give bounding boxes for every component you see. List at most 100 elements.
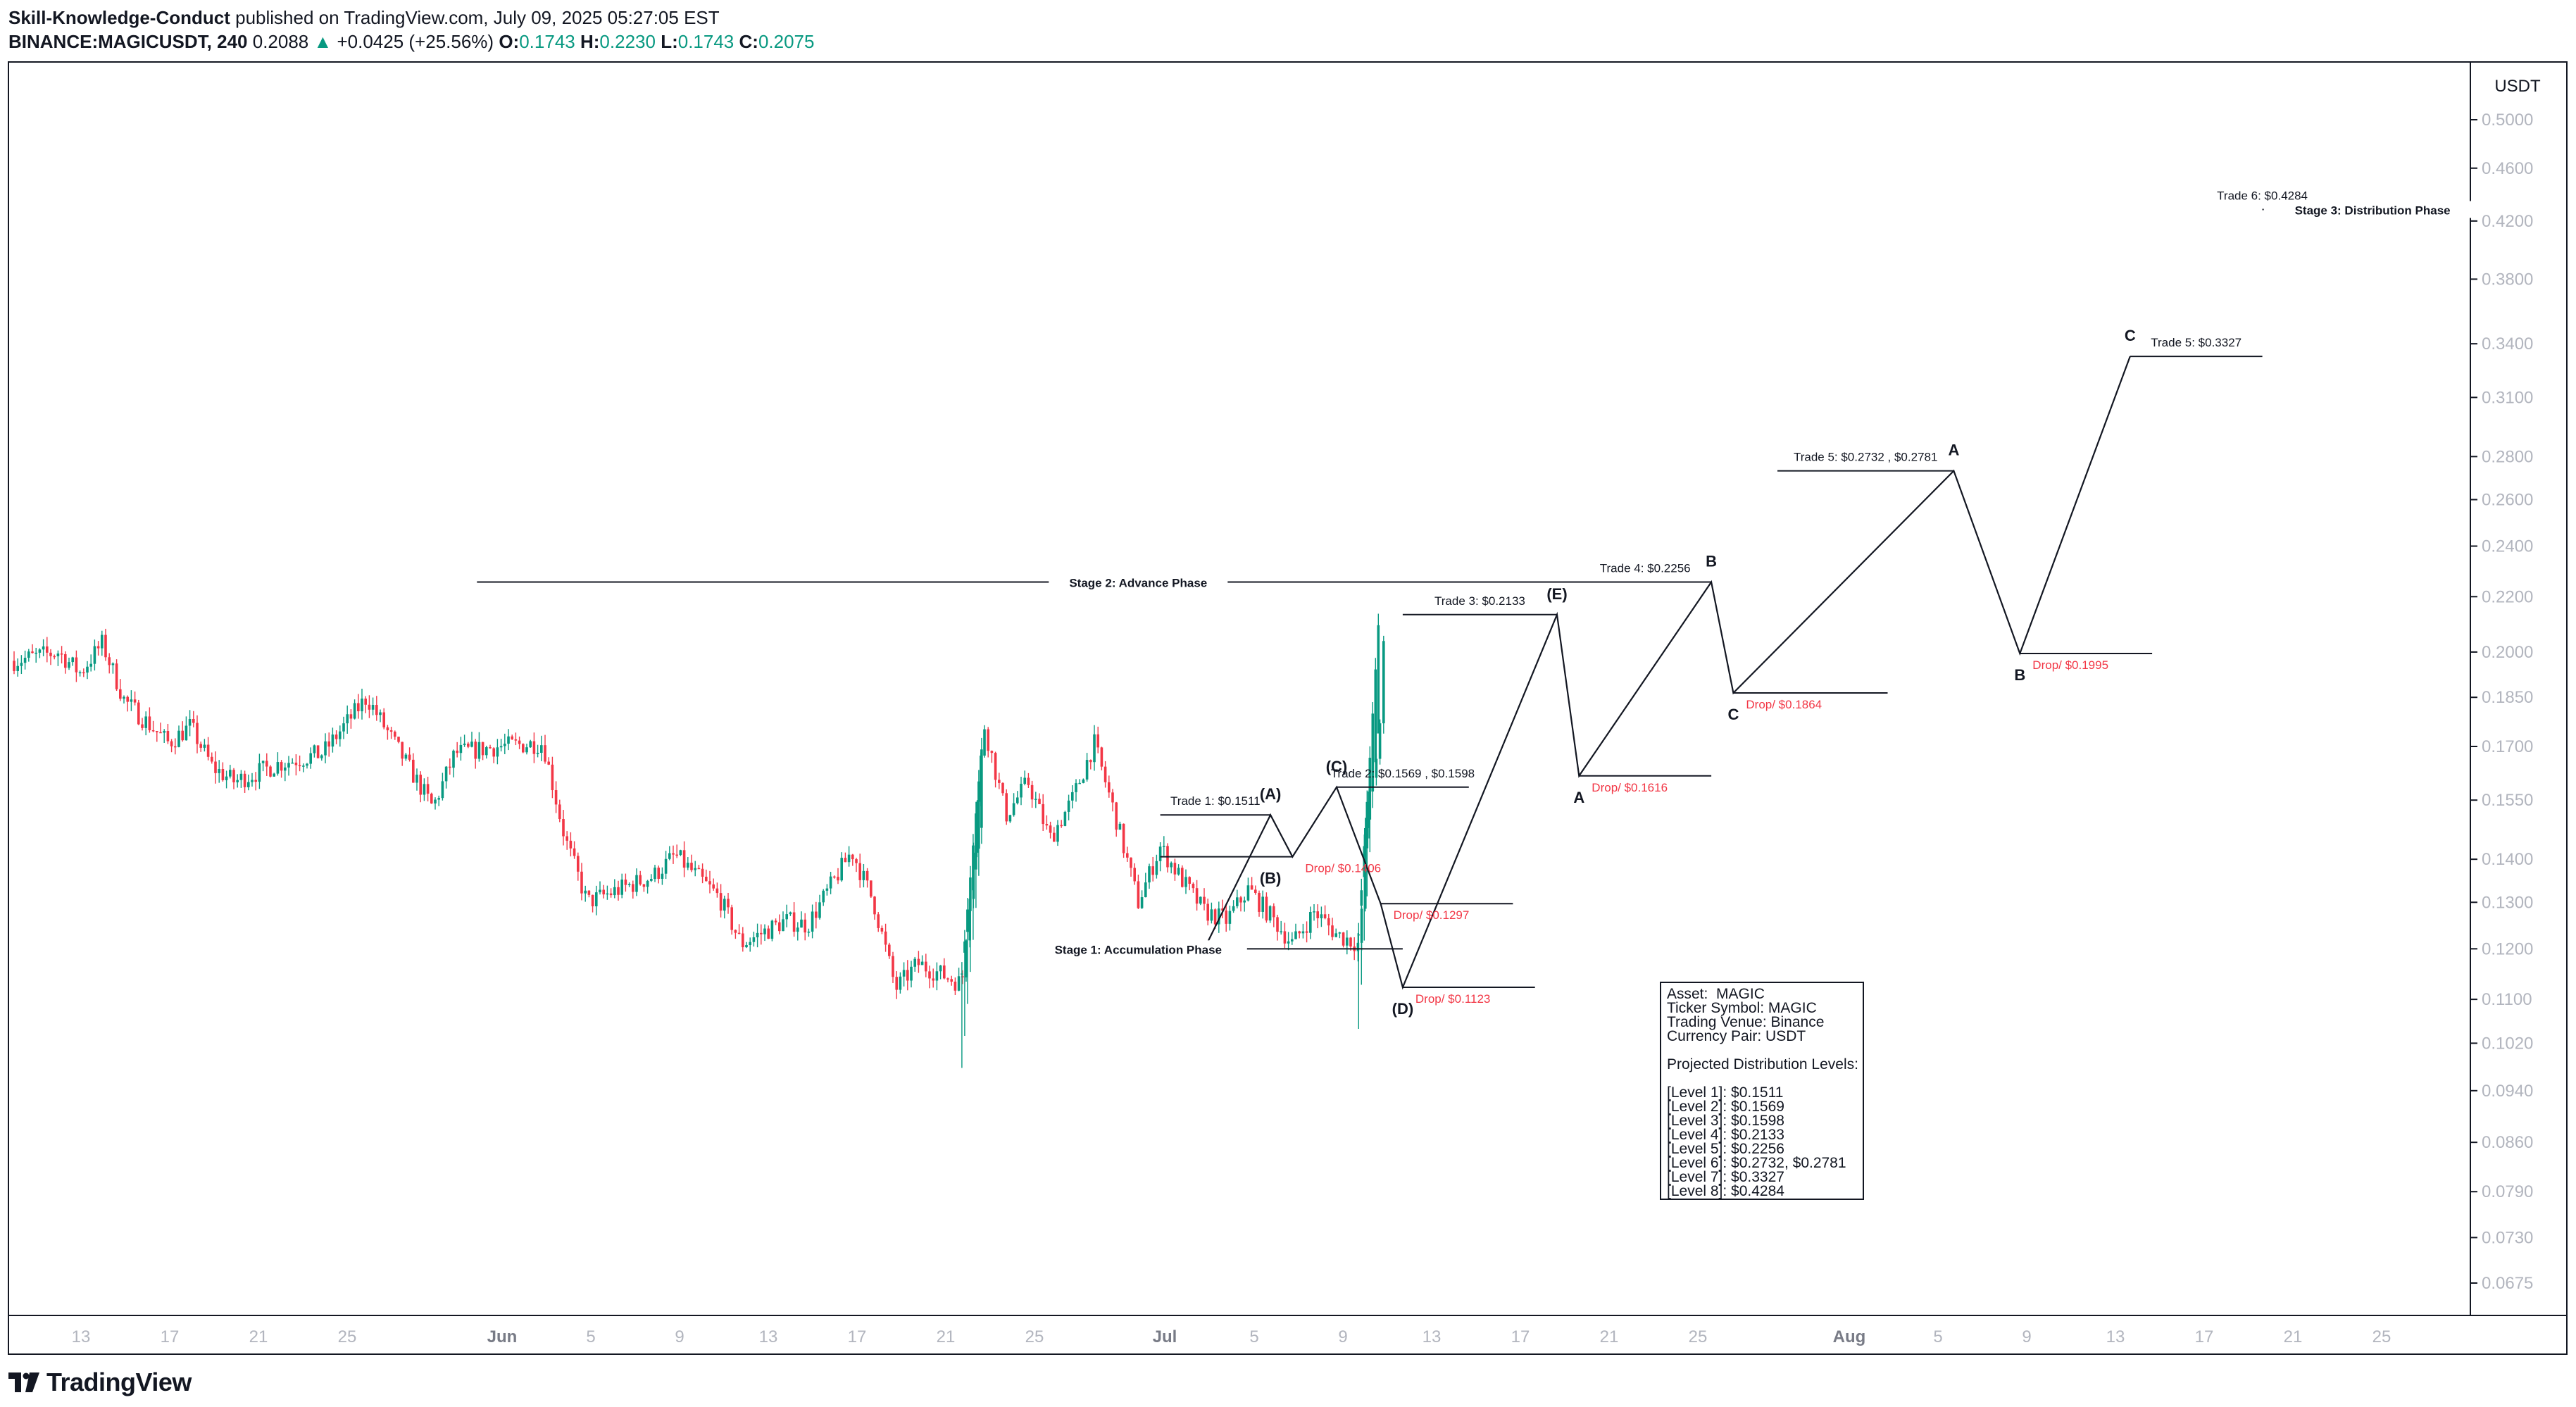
candle-body	[170, 741, 173, 746]
candle-body	[477, 742, 481, 759]
candle-body	[851, 854, 854, 860]
candle-body	[1283, 931, 1287, 944]
candle-body	[569, 840, 573, 849]
candle-body	[361, 699, 363, 712]
time-tick-label: 13	[759, 1327, 778, 1346]
candle-body	[525, 747, 528, 753]
candle-body	[654, 868, 656, 880]
candle-body	[316, 745, 320, 758]
candle-body	[1181, 868, 1184, 887]
time-axis[interactable]: 13 17 21 25 Jun 5 9 13 17 21 25 Jul 5 9 13 17 21 25 Aug 5 9 1…	[72, 1327, 2391, 1346]
candle-body	[558, 804, 561, 820]
candle-body	[756, 932, 759, 938]
candle-body	[449, 766, 451, 768]
candle-body	[613, 887, 616, 896]
candles-layer	[13, 613, 1385, 1068]
time-tick-label: 17	[848, 1327, 867, 1346]
candle-body	[994, 753, 997, 780]
info-line: [Level 7]: $0.3327	[1667, 1169, 1784, 1185]
candle-body	[327, 741, 330, 747]
time-tick-label: 25	[1025, 1327, 1044, 1346]
candle-body	[1218, 908, 1220, 925]
price-tick-label: 0.2200	[2482, 587, 2533, 606]
tradingview-logo[interactable]: TradingView	[8, 1365, 192, 1400]
candle-body	[1276, 917, 1279, 932]
candle-body	[1327, 918, 1330, 926]
candle-body	[679, 850, 682, 856]
price-tick-label: 0.1550	[2482, 791, 2533, 810]
candle-body	[1338, 932, 1342, 934]
candle-body	[899, 976, 902, 990]
candle-body	[313, 745, 316, 753]
candle-body	[987, 729, 989, 751]
wave-label: (A)	[1260, 785, 1282, 803]
candle-body	[104, 634, 107, 658]
candle-body	[1078, 782, 1081, 784]
wave-label: B	[1706, 553, 1717, 570]
candle-body	[148, 716, 151, 730]
candle-body	[1382, 641, 1385, 724]
price-axis[interactable]: USDT 0.5000 0.4600 0.4200 0.3800 0.3400 0.310…	[2470, 77, 2541, 1293]
candle-body	[635, 875, 638, 892]
candle-body	[185, 725, 188, 741]
candle-body	[375, 705, 378, 715]
candle-body	[1137, 881, 1140, 908]
candle-body	[1254, 889, 1257, 893]
candle-body	[192, 718, 195, 723]
candle-body	[540, 745, 543, 753]
candle-body	[928, 971, 931, 979]
price-tick-label: 0.4600	[2482, 159, 2533, 178]
candle-body	[1378, 723, 1382, 759]
candle-body	[258, 763, 261, 782]
candle-body	[1346, 937, 1349, 946]
candle-body	[1082, 779, 1085, 783]
candle-body	[627, 884, 631, 885]
wave-label: A	[1948, 442, 1959, 459]
candle-body	[577, 856, 580, 872]
candle-body	[591, 894, 594, 907]
candle-body	[1243, 900, 1246, 903]
drop-level-label: Drop/ $0.1616	[1592, 781, 1668, 794]
candle-body	[650, 879, 653, 881]
price-tick-label: 0.2400	[2482, 537, 2533, 556]
candle-body	[64, 654, 67, 668]
time-tick-label: 13	[72, 1327, 91, 1346]
candle-body	[701, 868, 704, 877]
candle-body	[514, 739, 518, 741]
candle-body	[646, 880, 649, 887]
low-value: 0.1743	[677, 31, 734, 52]
candle-body	[339, 731, 342, 739]
candle-body	[599, 889, 601, 893]
candle-body	[925, 961, 927, 972]
info-line: [Level 1]: $0.1511	[1667, 1084, 1784, 1101]
time-tick-label: 9	[2022, 1327, 2031, 1346]
candle-body	[188, 718, 192, 726]
author-name[interactable]: Skill-Knowledge-Conduct	[8, 7, 230, 28]
candle-body	[426, 784, 430, 794]
candle-body	[913, 958, 916, 967]
candle-body	[1096, 734, 1099, 748]
candle-body	[551, 764, 554, 791]
drop-level-label: Drop/ $0.1864	[1746, 698, 1822, 711]
candle-body	[346, 714, 349, 724]
high-label: H:	[580, 31, 600, 52]
candle-body	[13, 661, 15, 671]
info-line: [Level 3]: $0.1598	[1667, 1113, 1784, 1129]
symbol-name[interactable]: BINANCE:MAGICUSDT, 240	[8, 31, 248, 52]
candle-body	[27, 651, 30, 658]
candle-body	[873, 896, 876, 915]
candle-body	[697, 868, 701, 870]
candle-body	[174, 746, 177, 748]
projection-zigzag-line[interactable]	[1203, 356, 2131, 990]
candle-body	[93, 646, 96, 664]
candle-body	[1133, 868, 1136, 882]
time-tick-label: 13	[2106, 1327, 2125, 1346]
candle-body	[833, 876, 836, 878]
candle-body	[844, 858, 847, 863]
candle-body	[229, 770, 232, 777]
time-tick-label: 9	[675, 1327, 684, 1346]
candle-body	[1155, 861, 1158, 875]
price-tick-label: 0.0790	[2482, 1182, 2533, 1201]
candle-body	[206, 744, 210, 757]
